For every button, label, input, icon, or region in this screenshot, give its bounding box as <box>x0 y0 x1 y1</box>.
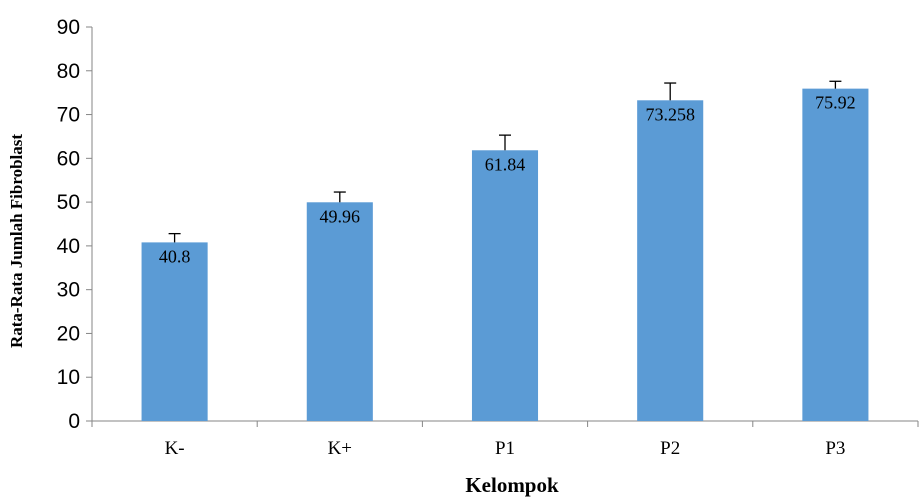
y-tick-label: 80 <box>57 60 80 83</box>
bar <box>637 100 704 421</box>
y-tick-label: 30 <box>57 279 80 302</box>
y-tick-label: 40 <box>57 235 80 258</box>
y-axis: 0 10 20 30 40 50 60 70 80 90 <box>57 16 93 433</box>
data-label: 49.96 <box>320 206 361 226</box>
bar <box>306 202 373 421</box>
data-label: 73.258 <box>645 104 695 124</box>
y-axis-title: Rata-Rata Jumlah Fibroblast <box>7 134 26 348</box>
bar <box>471 150 539 421</box>
bars <box>141 88 869 422</box>
bar <box>141 242 208 421</box>
bar <box>802 88 869 422</box>
y-tick-label: 10 <box>57 366 80 389</box>
y-tick-label: 50 <box>57 191 80 214</box>
data-label: 61.84 <box>485 154 526 174</box>
y-tick-label: 90 <box>57 16 80 39</box>
y-tick-label: 20 <box>57 322 80 345</box>
data-label: 40.8 <box>159 246 191 266</box>
x-axis: K- K+ P1 P2 P3 <box>91 420 919 459</box>
x-tick-label: P3 <box>825 438 845 459</box>
x-tick-label: K- <box>165 438 185 459</box>
y-tick-label: 70 <box>57 104 80 127</box>
x-tick-label: K+ <box>328 438 352 459</box>
x-tick-label: P2 <box>660 438 680 459</box>
y-tick-label: 0 <box>68 410 80 433</box>
x-axis-title: Kelompok <box>465 473 559 497</box>
data-label: 75.92 <box>815 93 856 113</box>
error-bars <box>168 80 842 243</box>
y-tick-label: 60 <box>57 147 80 170</box>
x-tick-label: P1 <box>495 438 515 459</box>
data-labels: 40.8 49.96 61.84 73.258 75.92 <box>159 93 856 267</box>
